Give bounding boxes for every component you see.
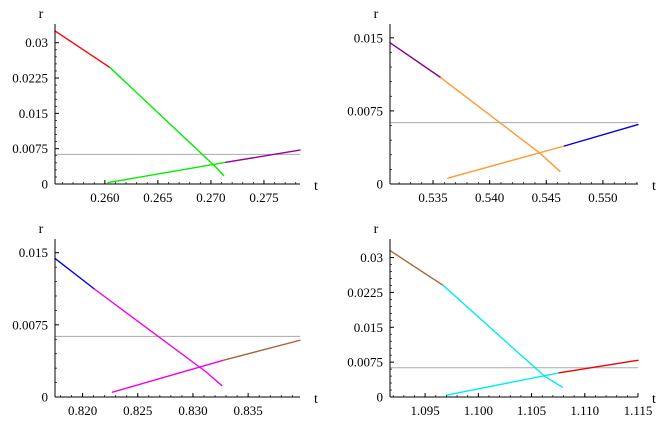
subplot-2: 0 0.0075 0.015 0.535 0.540 0.545 0.550 r t — [347, 7, 656, 205]
subplot-3: 0 0.0075 0.015 0.820 0.825 0.830 0.835 r t — [12, 222, 318, 418]
x-axis-label: t — [314, 392, 318, 407]
x-tick-label: 0.830 — [178, 403, 207, 418]
x-tick-label: 1.115 — [624, 403, 653, 418]
x-tick-label: 0.535 — [418, 190, 447, 205]
y-axis-label: r — [374, 7, 379, 22]
series-line-1 — [389, 249, 444, 287]
series-line-4 — [558, 359, 639, 374]
series-line-3 — [447, 145, 566, 179]
x-tick-label: 1.110 — [570, 403, 599, 418]
y-tick-label: 0 — [42, 390, 49, 405]
x-tick-label: 0.820 — [68, 403, 97, 418]
series-line-2 — [109, 66, 225, 177]
x-tick-label: 1.100 — [464, 403, 493, 418]
x-tick-label: 0.265 — [143, 190, 172, 205]
series-line-4 — [563, 123, 639, 147]
y-tick-label: 0 — [42, 177, 49, 192]
x-tick-label: 0.545 — [532, 190, 561, 205]
x-tick-label: 1.105 — [517, 403, 546, 418]
series-line-1 — [54, 257, 96, 290]
x-axis-label: t — [652, 179, 656, 194]
y-tick-label: 0.015 — [354, 30, 383, 45]
y-tick-label: 0.03 — [25, 35, 48, 50]
y-tick-label: 0.0225 — [12, 71, 48, 86]
x-tick-label: 0.275 — [249, 190, 278, 205]
y-tick-label: 0.015 — [19, 245, 48, 260]
series-line-4 — [225, 149, 301, 164]
y-tick-label: 0.03 — [360, 250, 383, 265]
y-tick-label: 0.0225 — [347, 285, 383, 300]
y-tick-label: 0 — [377, 177, 384, 192]
x-tick-label: 0.825 — [123, 403, 152, 418]
y-tick-label: 0.015 — [354, 320, 383, 335]
x-tick-label: 1.095 — [410, 403, 439, 418]
y-axis-label: r — [374, 222, 379, 237]
x-axis-label: t — [314, 179, 318, 194]
y-tick-label: 0.0075 — [12, 317, 48, 332]
series-line-4 — [222, 339, 301, 362]
x-tick-label: 0.550 — [588, 190, 617, 205]
series-line-3 — [107, 161, 227, 184]
y-axis-label: r — [39, 7, 44, 22]
x-tick-label: 0.835 — [234, 403, 263, 418]
series-line-2 — [94, 288, 223, 387]
y-tick-label: 0 — [377, 390, 384, 405]
y-axis-label: r — [39, 222, 44, 237]
y-tick-label: 0.0075 — [347, 103, 383, 118]
y-tick-label: 0.015 — [19, 106, 48, 121]
subplot-1: 0 0.0075 0.015 0.0225 0.03 0.260 0.265 0.270 0.2… — [12, 7, 318, 205]
series-line-3 — [445, 372, 560, 396]
y-tick-label: 0.0075 — [12, 141, 48, 156]
series-line-3 — [111, 359, 224, 393]
subplot-4: 0 0.0075 0.015 0.0225 0.03 1.095 1.100 1.105 1.1… — [347, 222, 656, 418]
y-tick-label: 0.0075 — [347, 355, 383, 370]
x-axis-label: t — [652, 392, 656, 407]
x-tick-label: 0.260 — [90, 190, 119, 205]
x-tick-label: 0.540 — [475, 190, 504, 205]
x-tick-label: 0.270 — [196, 190, 225, 205]
series-line-1 — [54, 30, 111, 69]
series-line-1 — [389, 41, 442, 79]
